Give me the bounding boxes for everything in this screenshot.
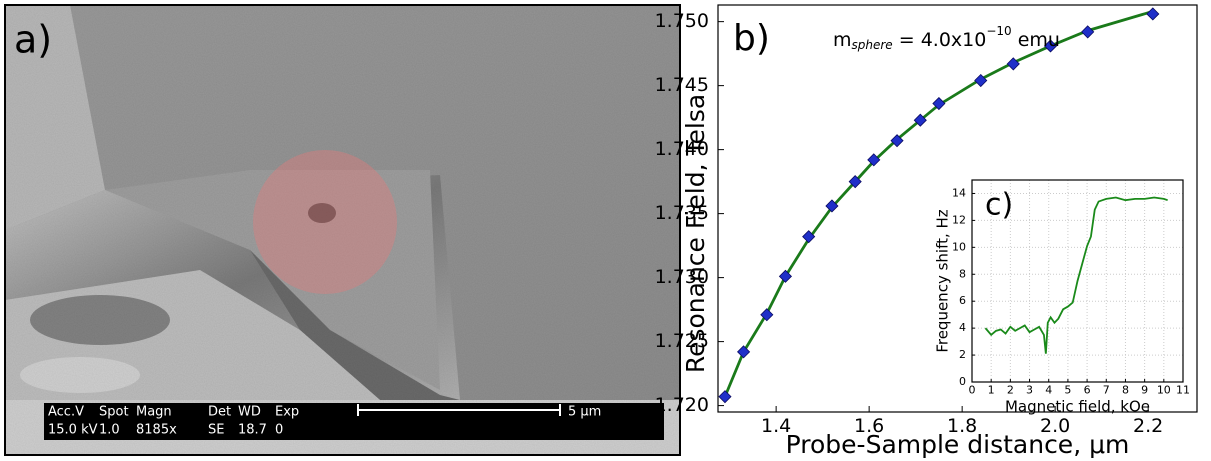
x-tick-label: 7	[1103, 383, 1110, 396]
data-line	[723, 10, 1154, 398]
data-point	[1081, 25, 1095, 39]
databar-header: Acc.V	[48, 405, 84, 420]
data-point	[760, 308, 774, 322]
x-tick-label: 3	[1026, 383, 1033, 396]
x-tick-label: 2.2	[1133, 415, 1163, 437]
x-tick-label: 4	[1045, 383, 1052, 396]
databar-value: 0	[275, 423, 283, 438]
sem-image	[5, 5, 680, 455]
y-tick-label: 12	[952, 213, 966, 226]
data-point	[778, 269, 792, 283]
y-tick-label: 14	[952, 186, 966, 199]
databar-value: 18.7	[238, 423, 267, 438]
data-point	[737, 345, 751, 359]
databar-header: Det	[208, 405, 231, 420]
databar-header: Exp	[275, 405, 299, 420]
scale-label: 5 µm	[568, 405, 601, 420]
databar-value: 1.0	[99, 423, 120, 438]
x-tick-label: 2.0	[1040, 415, 1070, 437]
scale-bar	[357, 404, 561, 416]
y-tick-label: 1.740	[655, 138, 709, 160]
y-tick-label: 0	[959, 375, 966, 388]
data-point	[848, 175, 862, 189]
plot-frame	[971, 179, 1184, 383]
data-point	[1146, 7, 1160, 21]
y-tick-label: 1.730	[655, 266, 709, 288]
databar-header: Spot	[99, 405, 129, 420]
databar-value: 15.0 kV	[48, 423, 98, 438]
y-tick-label: 10	[952, 240, 966, 253]
y-axis-title: Frequency shift, Hz	[934, 209, 952, 352]
y-tick-label: 6	[959, 294, 966, 307]
annotation-superscript: −10	[986, 24, 1011, 38]
annotation-subscript: sphere	[852, 38, 893, 52]
x-axis-title: Magnetic field, kOe	[1005, 398, 1150, 416]
y-tick-label: 1.725	[655, 330, 709, 352]
x-tick-label: 8	[1122, 383, 1129, 396]
data-point	[974, 73, 988, 88]
x-tick-label: 0	[969, 383, 976, 396]
databar-header: Magn	[136, 405, 172, 420]
data-point	[1043, 39, 1058, 53]
y-tick-label: 4	[959, 321, 966, 334]
x-tick-label: 6	[1084, 383, 1091, 396]
annotation-unit: emu	[1012, 29, 1060, 51]
x-tick-label: 11	[1176, 383, 1190, 396]
y-tick-label: 8	[959, 267, 966, 280]
x-tick-label: 1.8	[947, 415, 977, 437]
data-point	[867, 153, 881, 167]
x-tick-label: 10	[1157, 383, 1171, 396]
y-tick-label: 1.720	[655, 394, 709, 416]
x-tick-label: 1.4	[761, 415, 791, 437]
x-axis-title: Probe-Sample distance, μm	[786, 430, 1130, 459]
y-axis-title: Resonance Field, Telsa	[681, 94, 710, 373]
data-point	[890, 134, 904, 148]
data-point	[932, 96, 946, 111]
y-tick-label: 1.735	[655, 202, 709, 224]
data-point	[1006, 57, 1020, 71]
data-point	[802, 230, 816, 244]
x-tick-label: 1.6	[854, 415, 884, 437]
panel-frame	[4, 4, 681, 456]
y-tick-label: 1.745	[655, 74, 709, 96]
databar-value: SE	[208, 423, 224, 438]
y-tick-label: 2	[959, 348, 966, 361]
x-tick-label: 2	[1007, 383, 1014, 396]
panel-label: c)	[985, 188, 1013, 223]
panel-label: b)	[733, 18, 770, 59]
annotation-base: m	[833, 29, 852, 51]
x-tick-label: 1	[988, 383, 995, 396]
databar-value: 8185x	[136, 423, 177, 438]
data-line	[984, 196, 1168, 354]
plot-frame	[717, 4, 1198, 413]
y-tick-label: 1.750	[655, 10, 709, 32]
annotation-middle: = 4.0x10	[893, 29, 987, 51]
data-point	[718, 390, 732, 404]
panel-label: a)	[14, 18, 52, 62]
databar-header: WD	[238, 405, 261, 420]
annotation: msphere = 4.0x10−10 emu	[833, 24, 1060, 52]
data-point	[913, 113, 927, 127]
databar-text: Acc.V Spot Magn Det WD Exp 15.0 kV 1.0 8…	[48, 405, 601, 438]
x-tick-label: 5	[1064, 383, 1071, 396]
data-point	[825, 199, 839, 213]
x-tick-label: 9	[1141, 383, 1148, 396]
